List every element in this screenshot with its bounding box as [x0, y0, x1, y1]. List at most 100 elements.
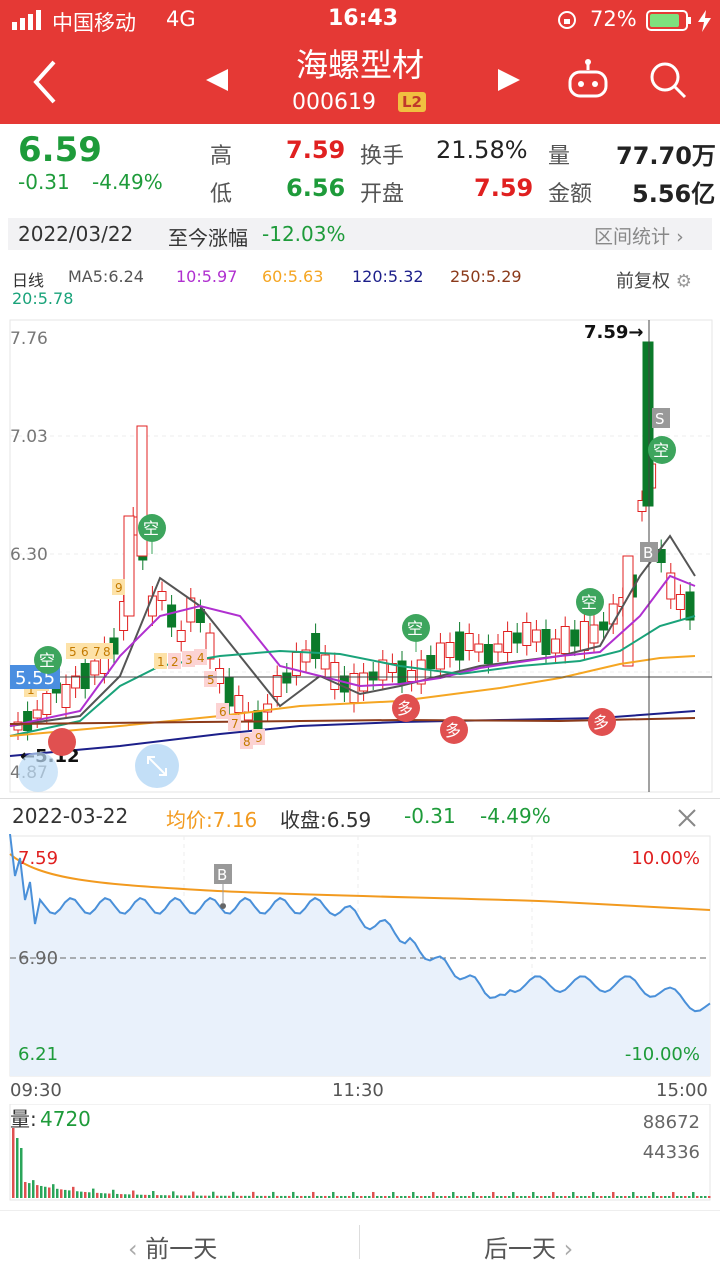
volume-bar — [516, 1195, 519, 1198]
candle — [349, 673, 359, 703]
next-day-button[interactable]: 后一天 › — [484, 1229, 573, 1264]
volume-bar — [596, 1195, 599, 1198]
duo-signal-marker[interactable]: 多 — [392, 694, 420, 722]
amount-value: 5.56亿 — [632, 180, 716, 208]
volume-bar — [320, 1195, 323, 1198]
volume-bar — [136, 1194, 139, 1198]
expand-chart-icon[interactable] — [135, 744, 179, 788]
volume-bar — [60, 1189, 63, 1198]
volume-bar — [208, 1195, 211, 1198]
ma-legend: 日线 MA5:6.24 10:5.97 60:5.63 120:5.32 250… — [0, 262, 720, 312]
prev-day-label: 前一天 — [145, 1235, 218, 1263]
time-end: 15:00 — [656, 1080, 708, 1101]
volume-bar — [52, 1184, 55, 1198]
volume-bar — [224, 1195, 227, 1198]
intraday-y-mid: 6.90 — [18, 948, 58, 969]
sequence-tag: 9 — [255, 731, 263, 745]
volume-bar — [480, 1195, 483, 1198]
volume-bar — [660, 1196, 663, 1198]
buy-signal-marker[interactable]: B — [214, 864, 232, 909]
volume-bar — [688, 1196, 691, 1198]
duo-signal-marker[interactable]: 多 — [440, 716, 468, 744]
duo-signal-marker[interactable]: 多 — [588, 708, 616, 736]
zoom-handle-icon[interactable] — [18, 752, 58, 792]
candle — [560, 626, 570, 654]
candle — [234, 695, 244, 713]
b-label: B — [217, 866, 227, 884]
robot-assistant-icon[interactable] — [566, 58, 610, 102]
candle — [642, 341, 654, 507]
volume-bar — [248, 1195, 251, 1198]
volume-bar — [384, 1195, 387, 1198]
volume-bar — [56, 1188, 59, 1198]
last-price: 6.59 — [18, 130, 102, 170]
candle — [531, 629, 541, 643]
next-stock-icon[interactable] — [496, 67, 522, 93]
volume-bar — [252, 1191, 255, 1198]
sequence-tag-bg — [66, 643, 79, 659]
volume-bar — [452, 1191, 455, 1198]
prev-day-button[interactable]: ‹ 前一天 — [128, 1229, 217, 1264]
prev-stock-icon[interactable] — [204, 67, 230, 93]
next-day-label: 后一天 — [484, 1235, 556, 1263]
sell-signal-marker[interactable]: S — [652, 408, 670, 428]
sequence-tag-bg — [252, 729, 265, 745]
ma-line — [9, 534, 696, 727]
sequence-tag-bg — [228, 715, 241, 731]
b-label: B — [643, 544, 653, 562]
volume-chart: 量: 4720 88672 44336 — [9, 1104, 711, 1201]
kline-chart[interactable]: 7.76 7.03 6.30 4.87 1256789123456789 5.5… — [0, 316, 720, 796]
volume-bar — [464, 1195, 467, 1198]
volume-bar — [140, 1194, 143, 1198]
volume-bar — [592, 1191, 595, 1198]
y-label-2: 7.03 — [10, 427, 48, 447]
candle — [551, 638, 561, 654]
footer-nav: ‹ 前一天 后一天 › — [0, 1210, 720, 1280]
close-icon[interactable] — [676, 807, 698, 829]
intraday-pct-bot: -10.00% — [625, 1044, 700, 1065]
amount-label: 金额 — [548, 182, 593, 207]
buy-signal-marker[interactable]: B — [640, 542, 658, 562]
candle — [61, 684, 71, 708]
volume-bar — [616, 1196, 619, 1198]
intraday-chart[interactable]: B 7.59 6.90 6.21 10.00% -10.00% 09:30 11… — [0, 834, 720, 1104]
volume-bar — [108, 1193, 111, 1198]
volume-bar — [228, 1195, 231, 1198]
candle — [80, 663, 90, 689]
volume-bar — [192, 1191, 195, 1198]
period-label[interactable]: 日线 — [12, 271, 45, 290]
network-type: 4G — [166, 7, 196, 31]
candle — [205, 632, 215, 660]
candle — [90, 660, 100, 676]
volume-bar — [196, 1195, 199, 1198]
back-icon[interactable] — [30, 60, 60, 104]
kong-signal-marker[interactable]: 空 — [648, 436, 676, 464]
candle — [512, 632, 522, 644]
volume-bar — [640, 1196, 643, 1198]
adjust-button[interactable]: 前复权 ⚙ — [616, 267, 692, 293]
sequence-tag: 2 — [171, 655, 179, 669]
kong-signal-marker[interactable]: 空 — [34, 646, 62, 674]
search-icon[interactable] — [648, 60, 688, 100]
intraday-date: 2022-03-22 — [12, 804, 129, 828]
candle — [522, 622, 532, 646]
volume-bar — [276, 1195, 279, 1198]
volume-bar — [420, 1195, 423, 1198]
volume-bar — [380, 1195, 383, 1198]
status-bar: 中国移动 4G 16:43 72% — [0, 0, 720, 40]
volume-bar — [164, 1195, 167, 1198]
interval-stat-button[interactable]: 区间统计 › — [594, 222, 684, 249]
battery-icon — [646, 10, 691, 31]
intraday-y-bot: 6.21 — [18, 1044, 58, 1065]
duo-signal-marker[interactable] — [48, 728, 76, 756]
volume-bar — [312, 1191, 315, 1198]
kong-signal-marker[interactable]: 空 — [138, 514, 166, 554]
kong-signal-marker[interactable]: 空 — [576, 588, 604, 626]
volume-bar — [564, 1195, 567, 1198]
volume-bar — [588, 1195, 591, 1198]
candle — [195, 609, 205, 623]
kong-signal-marker[interactable]: 空 — [402, 614, 430, 652]
candle — [416, 659, 426, 685]
volume-bar — [272, 1191, 275, 1198]
volume-bar — [540, 1195, 543, 1198]
